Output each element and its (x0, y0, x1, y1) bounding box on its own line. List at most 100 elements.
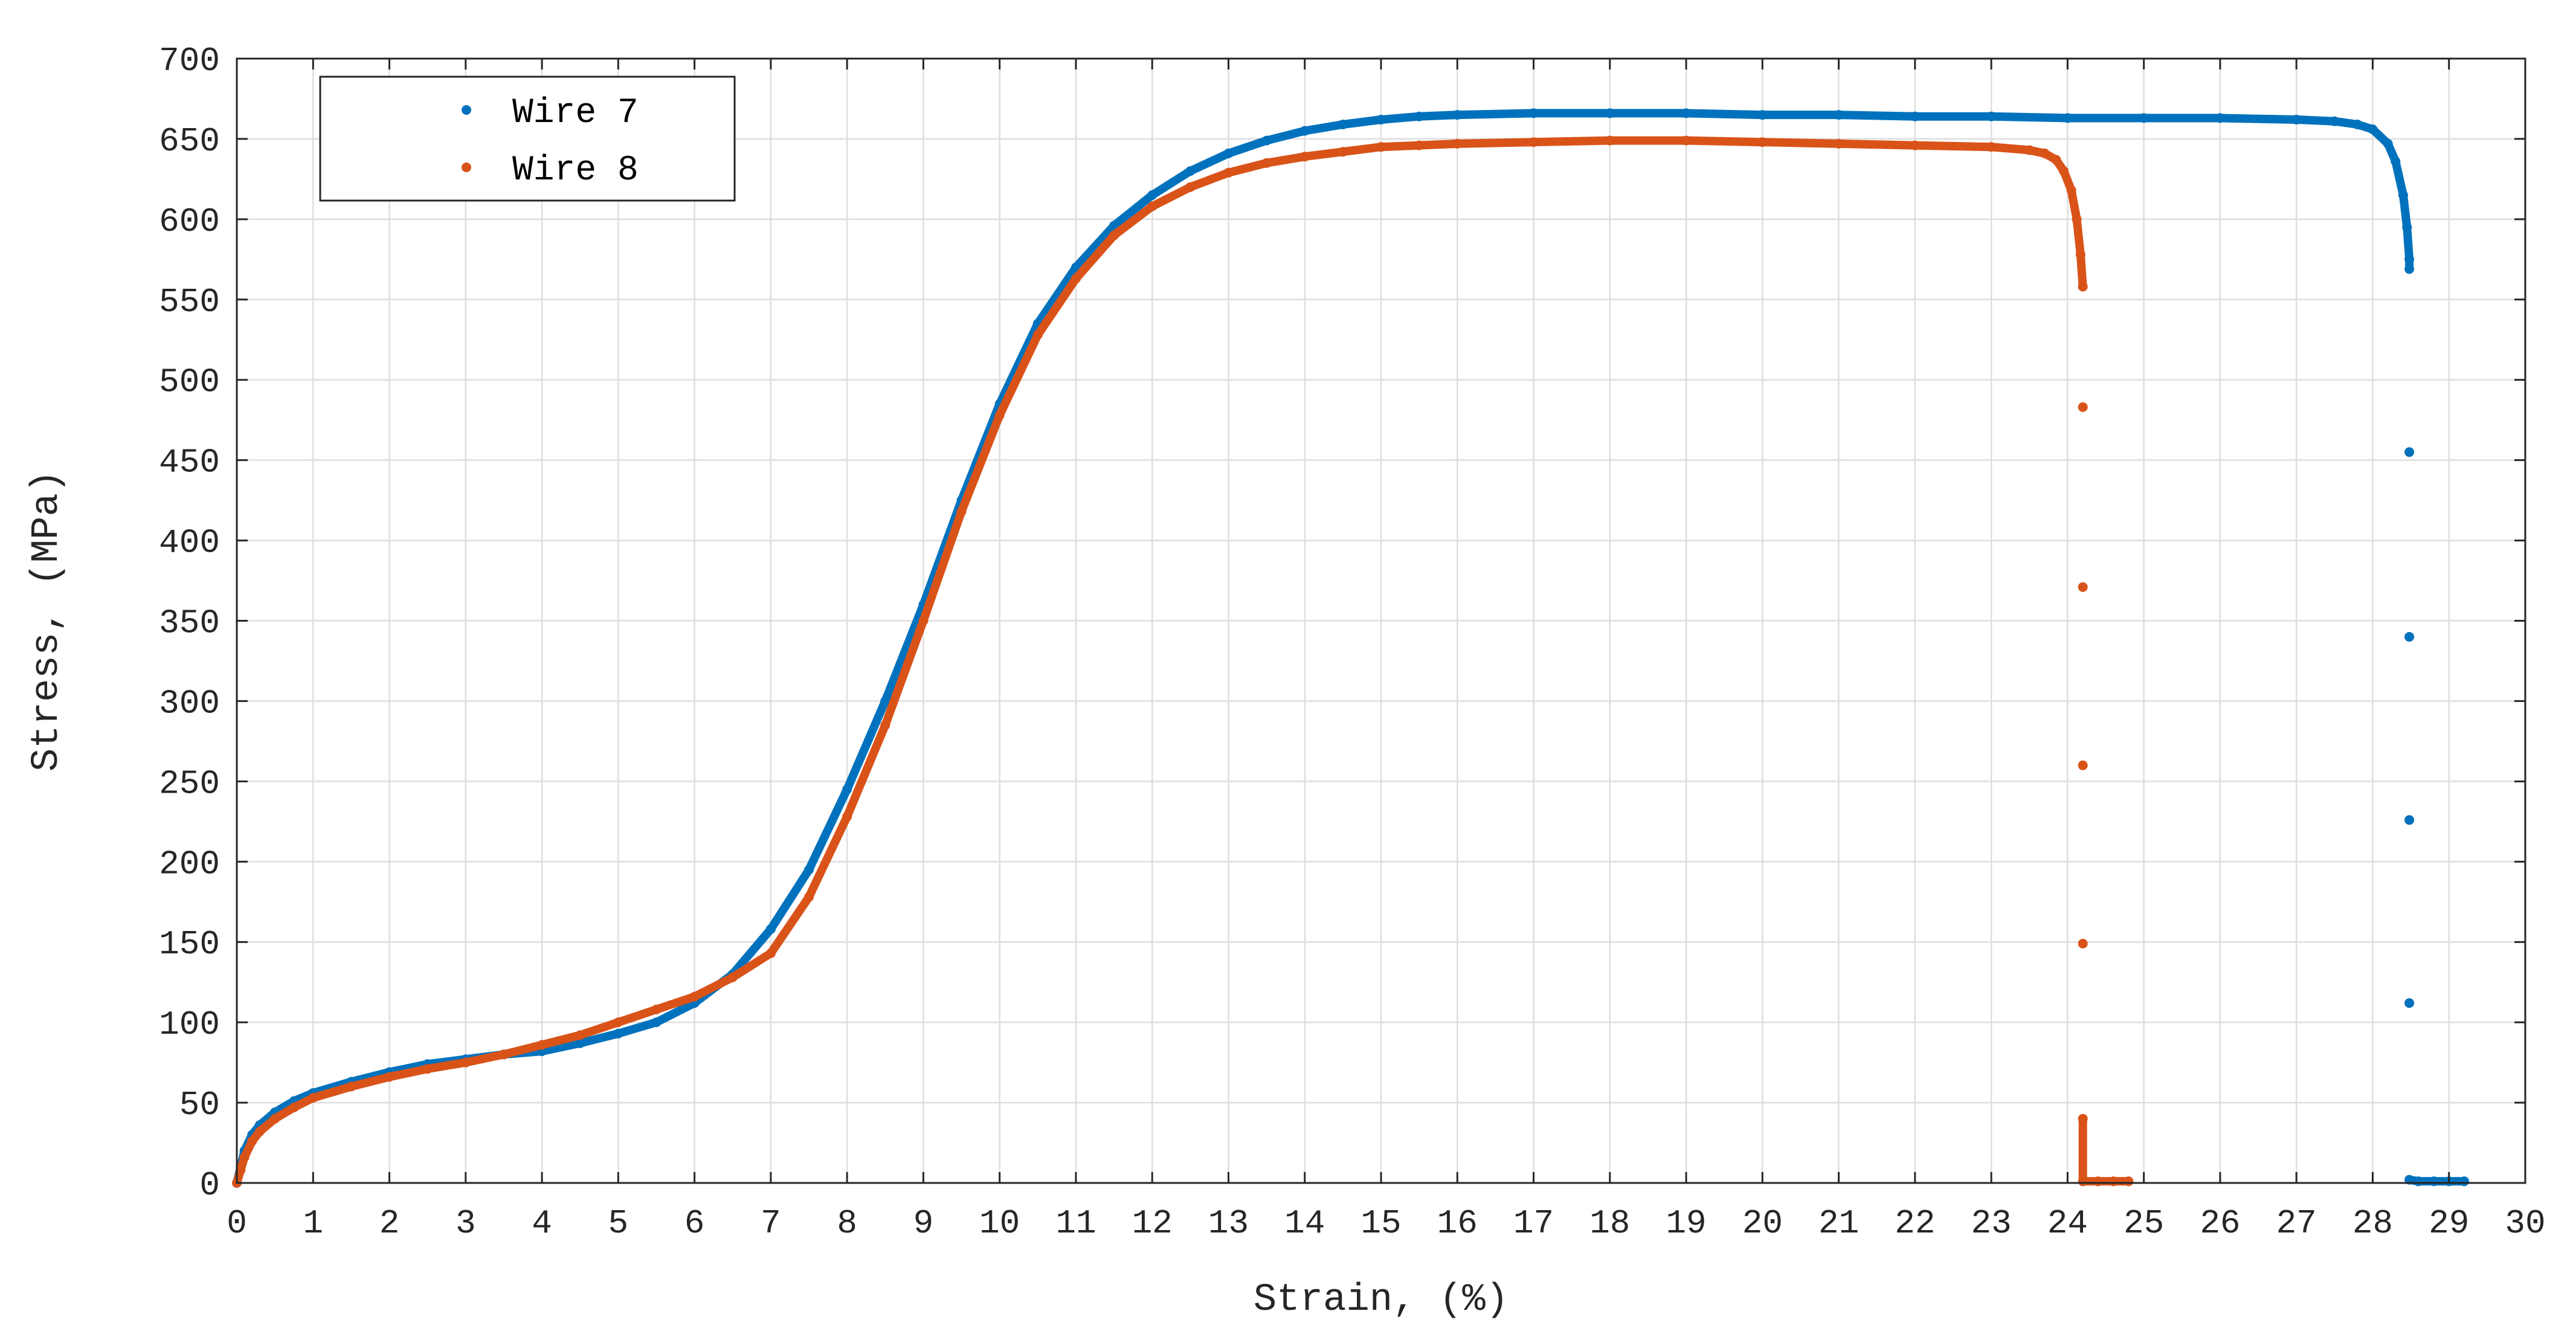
data-point (651, 1004, 662, 1014)
data-point (1109, 221, 1119, 231)
data-point (1986, 111, 1997, 121)
data-point (289, 1103, 299, 1112)
data-point (537, 1040, 547, 1050)
data-point (2075, 250, 2085, 260)
data-point (2404, 815, 2415, 825)
x-tick-label: 9 (913, 1204, 934, 1243)
data-point (460, 1057, 471, 1068)
x-axis-title: Strain, (%) (1254, 1278, 1509, 1322)
ticks: 0 1 2 3 4 5 6 7 8 9 10 11 12 13 14 15 16 17 18 19 20 21 22 23 24… (159, 42, 2545, 1243)
data-point (1528, 137, 1539, 147)
data-point (1185, 182, 1196, 192)
y-axis-title: Stress, (MPa) (25, 470, 69, 772)
data-point (880, 696, 890, 706)
data-point (1605, 135, 1615, 146)
data-point (2139, 113, 2149, 123)
x-tick-label: 6 (684, 1204, 705, 1243)
data-point (2062, 113, 2073, 123)
legend: Wire 7 Wire 8 (319, 76, 736, 202)
data-point (236, 1165, 246, 1175)
data-point (2024, 145, 2035, 155)
legend-label-wire-7: Wire 7 (512, 94, 639, 133)
x-tick-label: 14 (1284, 1204, 1325, 1243)
data-point (1910, 140, 1920, 150)
data-point (2051, 155, 2061, 165)
data-point (1376, 142, 1386, 152)
data-point (422, 1064, 433, 1074)
x-tick-label: 5 (608, 1204, 629, 1243)
x-tick-label: 27 (2276, 1204, 2317, 1243)
series-wire-7 (232, 108, 2469, 1188)
x-tick-label: 28 (2352, 1204, 2393, 1243)
data-point (1147, 190, 1158, 200)
data-point (880, 720, 890, 730)
y-tick-label: 350 (159, 604, 220, 643)
data-point (1834, 138, 1844, 149)
data-point (2215, 113, 2225, 123)
y-tick-label: 200 (159, 845, 220, 883)
data-point (1299, 126, 1310, 136)
x-tick-label: 20 (1742, 1204, 1783, 1243)
x-tick-label: 25 (2124, 1204, 2164, 1243)
data-point (1681, 108, 1692, 118)
y-tick-label: 450 (159, 443, 220, 482)
data-point (1299, 152, 1310, 162)
x-tick-label: 29 (2429, 1204, 2469, 1243)
data-point (804, 892, 814, 902)
data-point (2404, 998, 2415, 1008)
data-point (247, 1136, 257, 1146)
x-tick-label: 7 (761, 1204, 781, 1243)
data-point (651, 1017, 662, 1028)
y-tick-label: 300 (159, 684, 220, 723)
data-point (254, 1126, 265, 1136)
data-point (727, 972, 738, 982)
data-point (2124, 1176, 2134, 1187)
data-point (765, 924, 776, 934)
data-point (2078, 282, 2088, 292)
data-point (2291, 115, 2302, 124)
data-point (1757, 110, 1768, 120)
data-point (1071, 274, 1081, 284)
series-layer (232, 108, 2469, 1188)
data-point (2404, 632, 2415, 642)
y-tick-label: 550 (159, 283, 220, 321)
data-point (2072, 214, 2082, 224)
data-point (2368, 124, 2378, 134)
data-point (1261, 158, 1272, 168)
data-point (2078, 1176, 2088, 1187)
data-point (2404, 447, 2415, 457)
data-point (2391, 156, 2401, 167)
x-tick-label: 3 (456, 1204, 476, 1243)
data-point (956, 506, 967, 517)
x-tick-label: 1 (303, 1204, 323, 1243)
legend-marker-wire-8 (462, 163, 471, 172)
data-point (1834, 110, 1844, 120)
x-tick-label: 24 (2047, 1204, 2088, 1243)
data-point (1223, 167, 1234, 178)
data-point (2383, 138, 2393, 149)
data-point (1261, 135, 1272, 146)
legend-box (319, 76, 736, 202)
x-tick-label: 23 (1971, 1204, 2012, 1243)
data-point (1605, 108, 1615, 118)
data-point (2402, 222, 2412, 233)
x-tick-label: 21 (1818, 1204, 1859, 1243)
y-tick-label: 600 (159, 202, 220, 241)
data-point (613, 1028, 623, 1039)
x-tick-label: 10 (979, 1204, 1020, 1243)
data-point (842, 784, 852, 794)
data-point (2078, 402, 2088, 412)
data-point (2398, 190, 2408, 200)
x-tick-label: 19 (1666, 1204, 1706, 1243)
x-tick-label: 2 (379, 1204, 400, 1243)
data-point (1185, 166, 1196, 176)
data-point (2352, 120, 2363, 129)
data-point (2040, 148, 2050, 158)
data-point (2078, 1113, 2088, 1124)
data-point (1452, 138, 1463, 149)
x-tick-label: 30 (2505, 1204, 2545, 1243)
y-tick-label: 400 (159, 524, 220, 562)
x-tick-label: 8 (837, 1204, 857, 1243)
legend-marker-wire-7 (462, 105, 471, 115)
